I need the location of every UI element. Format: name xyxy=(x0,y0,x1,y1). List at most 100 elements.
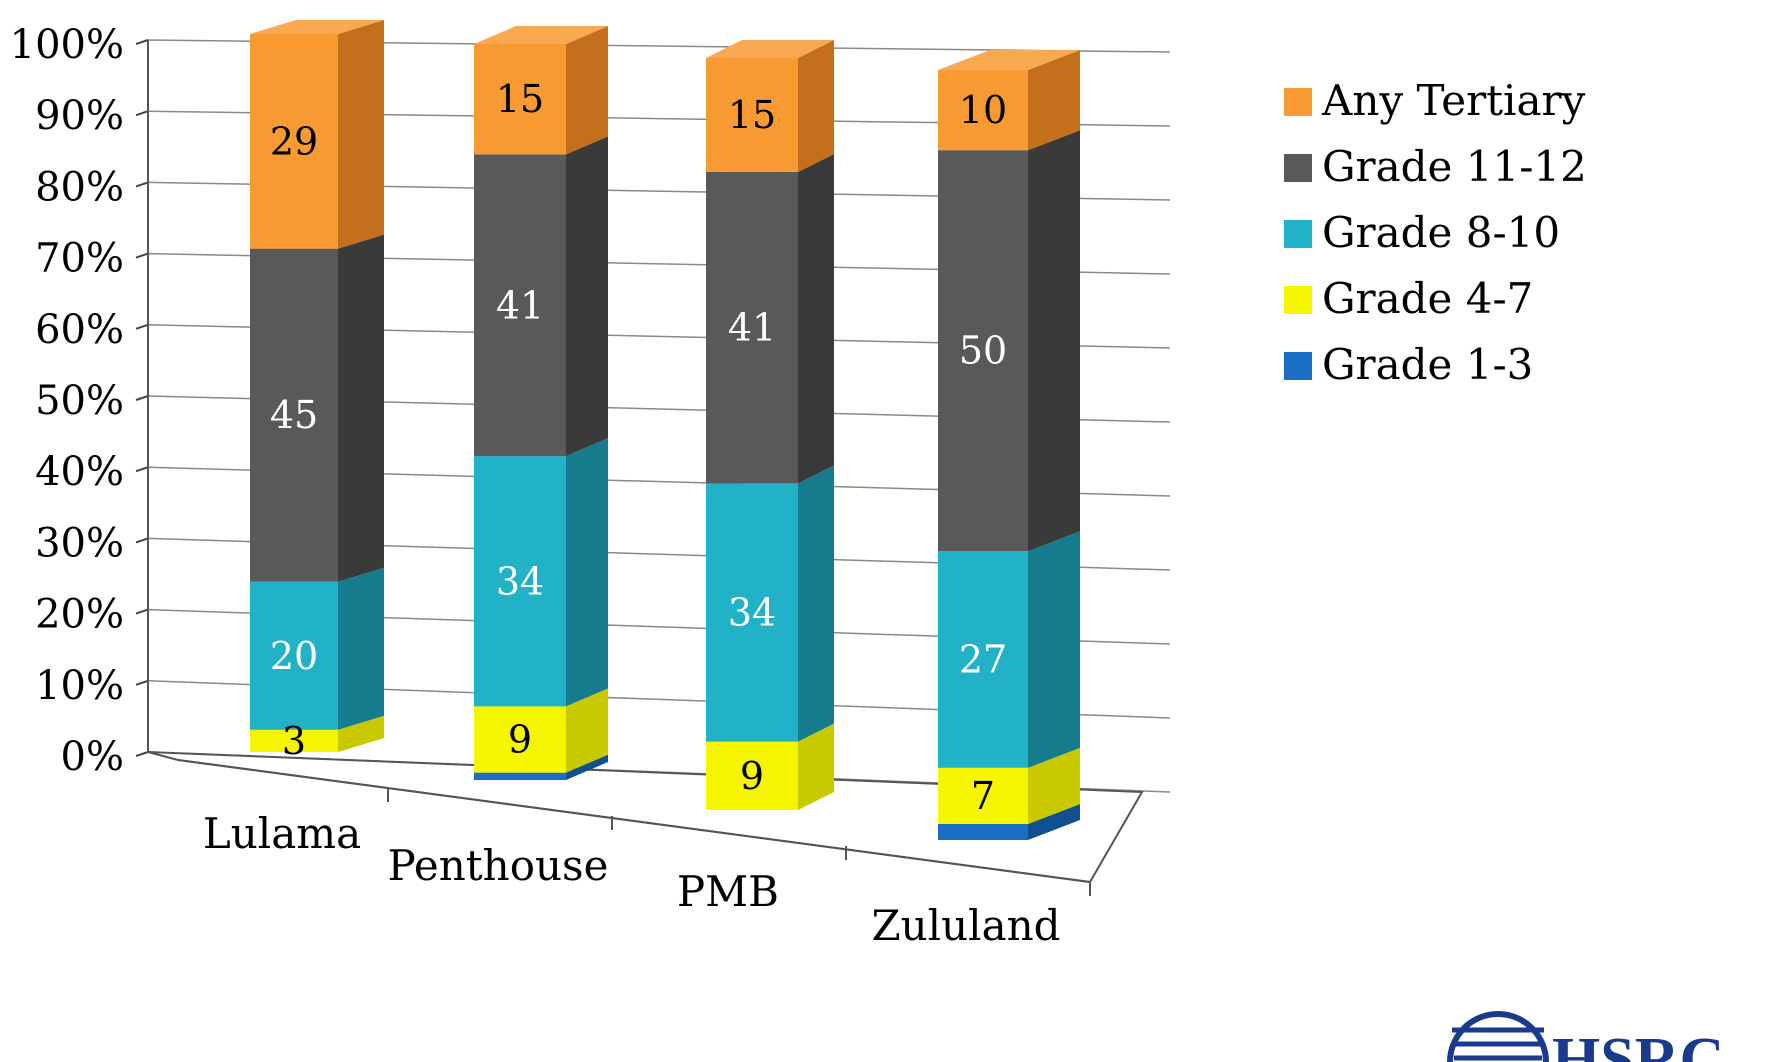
y-tick-label: 30% xyxy=(35,520,124,566)
bar-segment xyxy=(474,154,566,457)
bar-segment xyxy=(706,58,798,172)
y-tick-label: 80% xyxy=(35,164,124,210)
y-tick-label: 20% xyxy=(35,592,124,638)
bar-top xyxy=(250,20,384,34)
x-tick-label: PMB xyxy=(677,867,779,916)
legend-swatch xyxy=(1284,286,1312,314)
bar-side xyxy=(1028,747,1080,824)
bar-side xyxy=(566,26,608,155)
legend-label: Grade 4-7 xyxy=(1322,274,1533,323)
bar-side xyxy=(798,153,834,484)
bar-segment xyxy=(706,741,798,810)
data-label: 45 xyxy=(270,393,318,437)
bar-stack-lulama xyxy=(250,20,384,752)
bar-side xyxy=(338,715,384,752)
data-label: 34 xyxy=(496,559,544,603)
legend-swatch xyxy=(1284,154,1312,182)
hsrc-logo: HSRC xyxy=(1447,1011,1724,1062)
y-tick-mark xyxy=(135,751,149,757)
legend-item: Grade 11-12 xyxy=(1284,142,1587,191)
legend-item: Grade 8-10 xyxy=(1284,208,1560,257)
y-tick-mark xyxy=(135,537,149,544)
bar-side xyxy=(1028,130,1080,552)
bar-side xyxy=(1028,50,1080,151)
bar-segment xyxy=(250,34,338,249)
bar-stack-zululand xyxy=(938,50,1080,840)
y-tick-mark xyxy=(135,323,149,330)
legend-label: Grade 11-12 xyxy=(1322,142,1587,191)
legend-item: Grade 4-7 xyxy=(1284,274,1533,323)
bar-segment xyxy=(938,551,1028,768)
legend-item: Grade 1-3 xyxy=(1284,340,1533,389)
bar-side xyxy=(1028,531,1080,768)
y-tick-label: 0% xyxy=(61,734,124,780)
legend-swatch xyxy=(1284,220,1312,248)
bar-side xyxy=(798,723,834,810)
y-tick-mark xyxy=(135,608,149,615)
bar-segment xyxy=(938,150,1028,552)
data-label: 15 xyxy=(728,93,776,137)
data-label: 27 xyxy=(959,638,1007,682)
data-label: 50 xyxy=(959,329,1007,373)
y-tick-mark xyxy=(135,466,149,473)
logo-globe-icon xyxy=(1447,1011,1549,1062)
y-tick-label: 70% xyxy=(35,236,124,282)
bar-side xyxy=(798,465,834,742)
data-label: 10 xyxy=(959,88,1007,132)
bar-segment xyxy=(474,456,566,707)
y-tick-mark xyxy=(135,679,149,686)
bar-segment xyxy=(250,581,338,730)
data-label: 29 xyxy=(270,119,318,163)
data-label: 41 xyxy=(496,283,544,327)
bar-side xyxy=(566,688,608,773)
data-label: 9 xyxy=(508,718,532,762)
y-tick-label: 100% xyxy=(10,22,124,68)
y-tick-label: 40% xyxy=(35,449,124,495)
y-tick-label: 50% xyxy=(35,378,124,424)
x-tick-label: Penthouse xyxy=(388,841,609,890)
axes: 0% 10% 20% 30% 40% 50% 60% 70% 80% 90% 100% Lulama P… xyxy=(10,22,1144,950)
y-tick-mark xyxy=(135,252,149,259)
logo-stripes-icon xyxy=(1452,1027,1544,1061)
bar-top xyxy=(706,40,834,58)
data-label: 41 xyxy=(728,306,776,350)
bar-segment xyxy=(474,706,566,773)
bar-segment xyxy=(938,823,1028,840)
bar-side xyxy=(566,754,608,780)
bar-side xyxy=(566,136,608,457)
legend: Any Tertiary Grade 11-12 Grade 8-10 Grade 4… xyxy=(1284,76,1587,389)
data-label: 20 xyxy=(270,634,318,678)
x-axis-line xyxy=(177,759,1091,883)
bar-stack-penthouse xyxy=(474,26,608,780)
legend-swatch xyxy=(1284,88,1312,116)
y-tick-mark xyxy=(135,181,149,188)
bar-segment xyxy=(706,483,798,742)
bar-segment xyxy=(938,767,1028,824)
legend-label: Grade 1-3 xyxy=(1322,340,1533,389)
legend-label: Grade 8-10 xyxy=(1322,208,1560,257)
bar-stack-pmb xyxy=(706,40,834,810)
bar-top xyxy=(938,50,1080,70)
data-label: 3 xyxy=(282,719,306,763)
legend-swatch xyxy=(1284,352,1312,380)
y-tick-mark xyxy=(135,110,149,117)
bar-segment xyxy=(250,729,338,752)
bar-side xyxy=(338,20,384,249)
legend-label: Any Tertiary xyxy=(1321,76,1586,125)
y-tick-label: 10% xyxy=(35,663,124,709)
legend-item: Any Tertiary xyxy=(1284,76,1586,125)
bar-side xyxy=(338,567,384,730)
data-label: 34 xyxy=(728,591,776,635)
bar-segment xyxy=(474,44,566,155)
bar-top xyxy=(474,26,608,44)
bar-segment xyxy=(250,248,338,582)
x-tick-label: Zululand xyxy=(871,901,1060,950)
bars xyxy=(250,20,1080,840)
bar-side xyxy=(566,438,608,707)
bar-segment xyxy=(706,171,798,484)
back-wall xyxy=(148,40,1172,792)
y-tick-label: 60% xyxy=(35,307,124,353)
y-tick-mark xyxy=(135,395,149,401)
bar-segment xyxy=(938,70,1028,151)
data-label: 15 xyxy=(496,77,544,121)
